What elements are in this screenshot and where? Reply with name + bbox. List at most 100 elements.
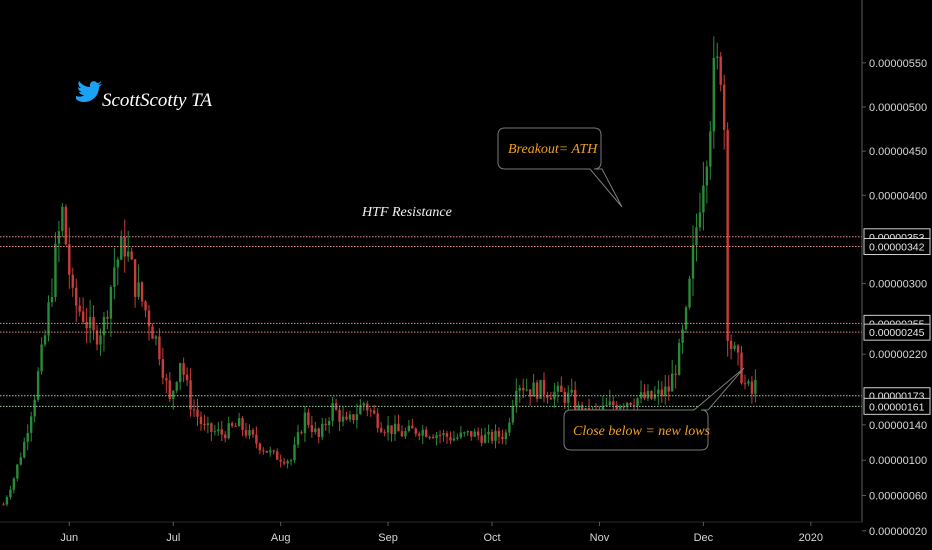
candle-body — [473, 431, 476, 437]
candle-body — [386, 425, 390, 433]
candle-body — [172, 390, 175, 400]
candle-body — [646, 391, 650, 399]
level-label-box — [863, 323, 931, 341]
candle-body — [286, 460, 289, 464]
brand: ScottScotty TA — [76, 81, 212, 111]
y-tick-label: 0.00000220 — [869, 349, 927, 361]
candle-body — [497, 430, 501, 437]
candle-body — [667, 386, 670, 392]
x-axis-ticks: Jun Jul Aug Sep Oct Nov Dec 2020 — [60, 522, 823, 544]
candle-body — [438, 434, 442, 436]
candle-body — [445, 433, 449, 437]
candle-body — [137, 282, 140, 297]
candle-body — [726, 129, 729, 341]
candle-body — [487, 431, 490, 435]
candle-body — [331, 403, 334, 421]
x-tick-label: Dec — [694, 532, 714, 544]
candle-body — [106, 316, 109, 319]
candle-body — [369, 410, 372, 412]
candle-body — [736, 345, 740, 353]
callout-close-below-text: Close below = new lows — [573, 424, 711, 439]
candle-body — [702, 185, 705, 213]
candle-body — [130, 251, 133, 260]
candle-body — [660, 389, 664, 396]
candle-body — [470, 431, 473, 437]
candle-body — [549, 397, 553, 400]
candle-body — [712, 57, 715, 132]
candle-body — [251, 429, 255, 435]
candle-body — [688, 278, 691, 308]
candle-body — [373, 410, 376, 414]
candle-body — [466, 431, 469, 433]
x-tick-label: Jun — [60, 532, 78, 544]
candle-body — [230, 423, 234, 426]
candle-body — [168, 380, 171, 400]
candle-body — [178, 363, 182, 383]
candle-body — [12, 478, 16, 490]
candle-body — [352, 414, 355, 421]
y-tick-label: 0.00000140 — [869, 420, 927, 432]
candle-body — [241, 418, 244, 431]
candle-body — [664, 386, 667, 396]
candle-body — [456, 437, 459, 439]
candle-body — [151, 326, 154, 339]
candle-body — [733, 345, 736, 349]
y-tick-label: 0.00000020 — [869, 526, 927, 538]
candle-body — [705, 166, 709, 186]
candles-layer — [2, 36, 757, 507]
candle-body — [376, 413, 379, 429]
candle-body — [567, 392, 570, 403]
candle-body — [653, 394, 657, 399]
candle-body — [490, 431, 494, 441]
candle-body — [9, 489, 12, 498]
candle-body — [622, 406, 625, 408]
candle-body — [113, 267, 116, 287]
candle-body — [81, 311, 85, 322]
candle-body — [750, 381, 754, 394]
y-tick-label: 0.00000100 — [869, 455, 927, 467]
candle-body — [40, 344, 43, 372]
candle-body — [411, 425, 414, 429]
candle-body — [203, 423, 206, 426]
candle-body — [258, 443, 262, 451]
candle-body — [518, 387, 521, 391]
candle-body — [282, 461, 286, 464]
callout-breakout: Breakout= ATH — [497, 127, 623, 208]
candle-body — [144, 301, 147, 311]
candle-body — [515, 390, 518, 406]
level-label: 0.00000342 — [869, 242, 925, 254]
y-axis-ticks: 0.00000020 0.00000060 0.00000100 0.00000140… — [862, 58, 927, 538]
candle-body — [414, 428, 417, 434]
candle-body — [449, 436, 452, 441]
candle-body — [341, 416, 345, 422]
candle-body — [362, 403, 366, 406]
candle-body — [64, 206, 68, 245]
candle-body — [54, 243, 57, 297]
candle-body — [605, 404, 608, 406]
candle-body — [716, 56, 719, 58]
level-label: 0.00000245 — [869, 327, 925, 339]
candle-body — [289, 460, 293, 462]
candle-body — [182, 363, 185, 375]
candle-body — [740, 352, 743, 384]
candle-body — [85, 321, 88, 329]
candle-body — [522, 387, 525, 391]
callout-breakout-text: Breakout= ATH — [508, 142, 598, 157]
candle-body — [560, 385, 563, 393]
candle-body — [615, 405, 618, 409]
candle-body — [175, 382, 178, 391]
candle-body — [345, 416, 348, 420]
candle-body — [400, 431, 404, 437]
candle-body — [279, 459, 282, 462]
annotation-htf-resistance: HTF Resistance — [361, 205, 452, 220]
y-tick-label: 0.00000400 — [869, 190, 927, 202]
candle-body — [577, 405, 580, 410]
candle-body — [601, 405, 605, 411]
candle-body — [625, 403, 629, 407]
candle-body — [657, 389, 660, 395]
candle-body — [722, 84, 726, 130]
candle-body — [317, 428, 320, 437]
candle-body — [681, 329, 684, 343]
candle-body — [116, 259, 120, 268]
candle-body — [428, 436, 431, 438]
